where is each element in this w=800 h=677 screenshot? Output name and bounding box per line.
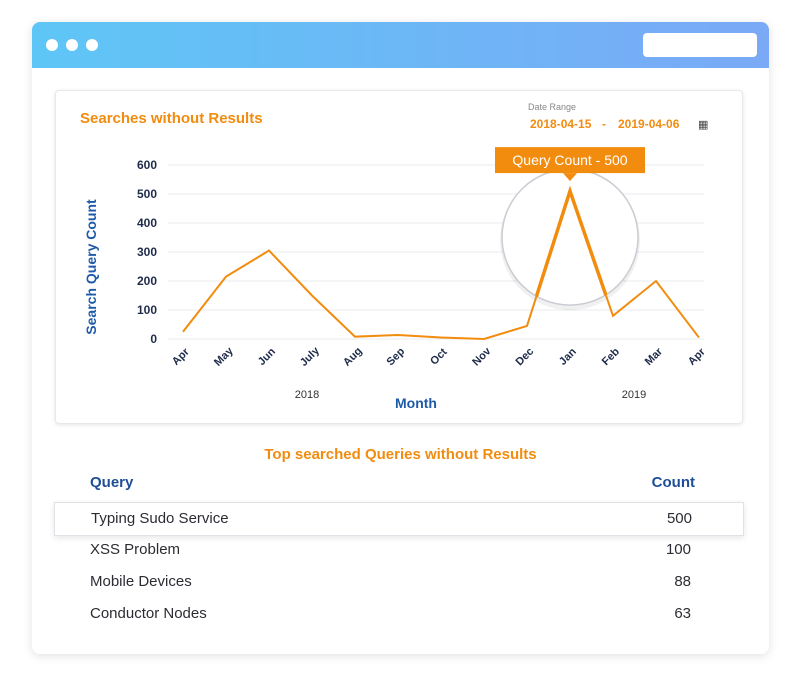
x-tick-label: May — [212, 344, 236, 368]
date-range-start[interactable]: 2018-04-15 — [530, 117, 592, 131]
x-tick-label: Mar — [643, 345, 666, 368]
window-dot-2 — [66, 39, 78, 51]
year-label-2019: 2019 — [622, 389, 646, 401]
count-cell: 88 — [674, 573, 691, 590]
table-row[interactable]: XSS Problem 100 — [54, 534, 742, 566]
x-axis-label: Month — [395, 395, 437, 411]
table-row[interactable]: Conductor Nodes 63 — [54, 598, 742, 630]
x-tick-label: Sep — [384, 345, 407, 368]
chart-card: Searches without Results Date Range 2018… — [55, 90, 743, 424]
x-tick-label: Nov — [470, 345, 494, 369]
date-range-separator: - — [602, 117, 606, 131]
count-cell: 100 — [665, 541, 691, 558]
query-cell: XSS Problem — [90, 541, 181, 558]
x-tick-label: Apr — [686, 345, 708, 367]
x-tick-label: Jun — [256, 346, 279, 369]
calendar-icon[interactable]: ▦ — [698, 119, 709, 131]
date-range-end[interactable]: 2019-04-06 — [618, 117, 680, 131]
column-header-query: Query — [90, 474, 134, 491]
x-tick-label: Feb — [600, 346, 623, 369]
y-tick-label: 400 — [137, 216, 157, 230]
y-axis-label: Search Query Count — [83, 199, 99, 335]
y-tick-label: 300 — [137, 245, 157, 259]
x-tick-label: Aug — [341, 345, 365, 369]
x-axis-ticks: Apr May Jun July Aug Sep Oct Nov Dec Jan Feb Mar Apr — [170, 344, 708, 369]
table-row[interactable]: Mobile Devices 88 — [54, 566, 742, 598]
magnifier-lens — [500, 168, 640, 311]
window-titlebar — [32, 22, 769, 68]
window-dot-3 — [86, 39, 98, 51]
y-tick-label: 500 — [137, 187, 157, 201]
table-title: Top searched Queries without Results — [264, 446, 537, 463]
x-tick-label: Oct — [428, 346, 450, 368]
query-cell: Conductor Nodes — [90, 605, 207, 622]
x-tick-label: Dec — [513, 345, 536, 368]
year-label-2018: 2018 — [295, 389, 319, 401]
table-row[interactable]: Typing Sudo Service 500 — [54, 502, 744, 536]
y-tick-label: 200 — [137, 274, 157, 288]
tooltip-text: Query Count - 500 — [512, 152, 627, 168]
y-tick-label: 0 — [150, 332, 157, 346]
count-cell: 500 — [666, 510, 692, 527]
query-cell: Mobile Devices — [90, 573, 192, 590]
address-bar[interactable] — [643, 33, 757, 57]
tooltip: Query Count - 500 — [495, 147, 645, 182]
y-axis-ticks: 0 100 200 300 400 500 600 — [137, 158, 157, 346]
x-tick-label: Jan — [557, 346, 579, 368]
window-dot-1 — [46, 39, 58, 51]
y-tick-label: 600 — [137, 158, 157, 172]
x-tick-label: Apr — [170, 345, 192, 367]
x-tick-label: July — [298, 344, 323, 369]
chart-title: Searches without Results — [80, 110, 263, 127]
line-chart: 0 100 200 300 400 500 600 Apr May Jun July Aug Sep O… — [83, 147, 708, 411]
date-range-label: Date Range — [528, 102, 577, 112]
tooltip-box — [495, 147, 645, 174]
count-cell: 63 — [674, 605, 691, 622]
browser-window: Searches without Results Date Range 2018… — [32, 22, 769, 654]
y-tick-label: 100 — [137, 303, 157, 317]
column-header-count: Count — [651, 474, 695, 491]
query-cell: Typing Sudo Service — [91, 510, 229, 527]
series-line — [182, 185, 700, 341]
tooltip-arrow — [563, 173, 577, 182]
series-line-path — [182, 187, 700, 341]
